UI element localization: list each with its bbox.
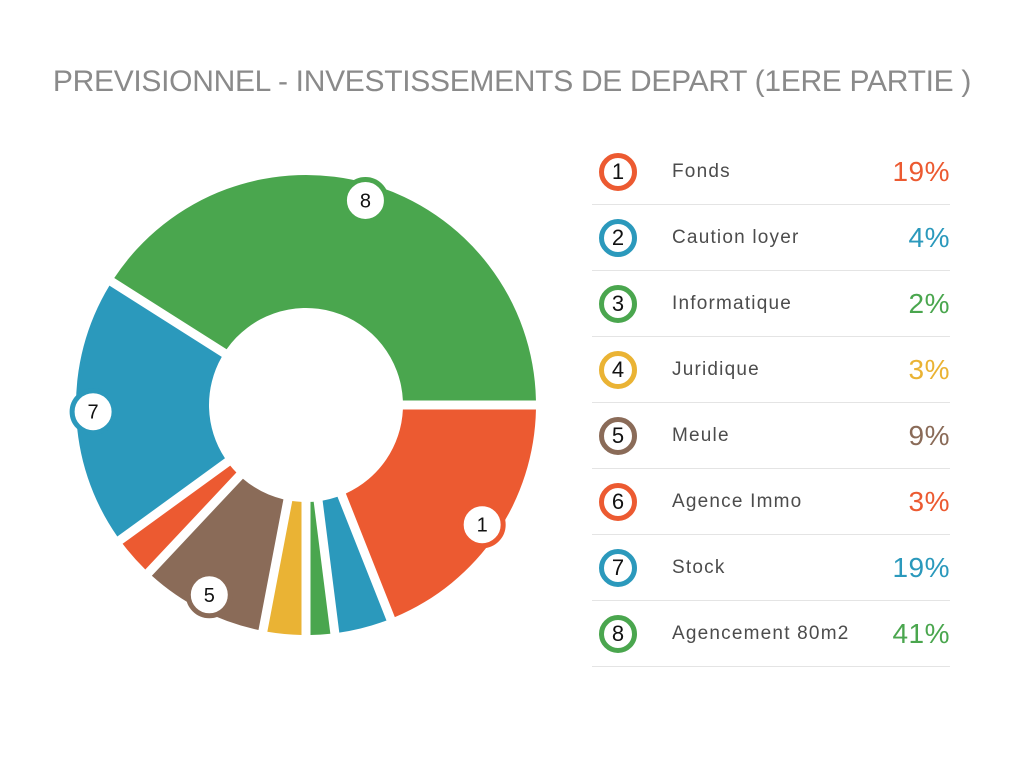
page-title: PREVISIONNEL - INVESTISSEMENTS DE DEPART… xyxy=(52,65,972,99)
legend-percent: 19% xyxy=(892,551,950,583)
legend-number: 5 xyxy=(611,422,625,448)
legend-number-badge: 4 xyxy=(599,350,637,389)
legend-number-badge: 1 xyxy=(599,152,637,191)
legend-row: 1 Fonds 19% xyxy=(592,139,950,205)
legend-number-badge: 2 xyxy=(599,218,637,257)
legend-number: 1 xyxy=(611,158,625,184)
legend-number-badge: 7 xyxy=(599,548,637,587)
legend: 1 Fonds 19% 2 Caution loyer 4% 3 Informa… xyxy=(592,139,950,667)
legend-label: Informatique xyxy=(672,292,793,314)
legend-number: 6 xyxy=(611,488,625,514)
legend-percent: 3% xyxy=(908,485,950,517)
donut-segment-4 xyxy=(267,501,302,635)
chart-badge-number: 8 xyxy=(360,190,371,212)
legend-row: 6 Agence Immo 3% xyxy=(592,469,950,535)
chart-badge-8: 8 xyxy=(341,176,389,224)
donut-segment-5 xyxy=(151,478,284,631)
legend-number-badge: 6 xyxy=(599,482,637,521)
legend-row: 3 Informatique 2% xyxy=(592,271,950,337)
chart-badge-5: 5 xyxy=(185,571,233,619)
legend-number-badge: 3 xyxy=(599,284,637,323)
legend-label: Caution loyer xyxy=(672,226,800,248)
legend-number: 3 xyxy=(611,290,625,316)
donut-segment-2 xyxy=(322,496,387,633)
chart-badge-number: 7 xyxy=(88,402,99,424)
chart-badge-7: 7 xyxy=(69,388,117,436)
chart-badge-1: 1 xyxy=(458,501,506,549)
legend-number: 7 xyxy=(611,554,625,580)
legend-label: Juridique xyxy=(672,358,760,380)
legend-number-badge: 8 xyxy=(599,614,637,653)
legend-number-badge: 5 xyxy=(599,416,637,455)
legend-number: 2 xyxy=(611,224,625,250)
legend-label: Meule xyxy=(672,424,730,446)
legend-percent: 4% xyxy=(908,221,950,253)
legend-number: 8 xyxy=(611,620,625,646)
donut-segment-8 xyxy=(114,174,536,401)
donut-segment-7 xyxy=(76,285,225,537)
legend-label: Stock xyxy=(672,556,726,578)
legend-row: 5 Meule 9% xyxy=(592,403,950,469)
legend-percent: 2% xyxy=(908,287,950,319)
legend-label: Agence Immo xyxy=(672,490,803,512)
legend-row: 8 Agencement 80m2 41% xyxy=(592,601,950,667)
legend-percent: 19% xyxy=(892,155,950,187)
donut-segment-6 xyxy=(122,465,237,570)
legend-number: 4 xyxy=(611,356,625,382)
donut-segment-3 xyxy=(310,501,331,635)
legend-row: 4 Juridique 3% xyxy=(592,337,950,403)
chart-badge-number: 1 xyxy=(477,515,488,537)
legend-label: Agencement 80m2 xyxy=(672,622,850,644)
legend-row: 2 Caution loyer 4% xyxy=(592,205,950,271)
donut-segment-1 xyxy=(345,409,536,618)
legend-percent: 9% xyxy=(908,419,950,451)
legend-row: 7 Stock 19% xyxy=(592,535,950,601)
legend-label: Fonds xyxy=(672,160,731,182)
legend-percent: 3% xyxy=(908,353,950,385)
chart-badge-number: 5 xyxy=(204,585,215,607)
legend-percent: 41% xyxy=(892,617,950,649)
